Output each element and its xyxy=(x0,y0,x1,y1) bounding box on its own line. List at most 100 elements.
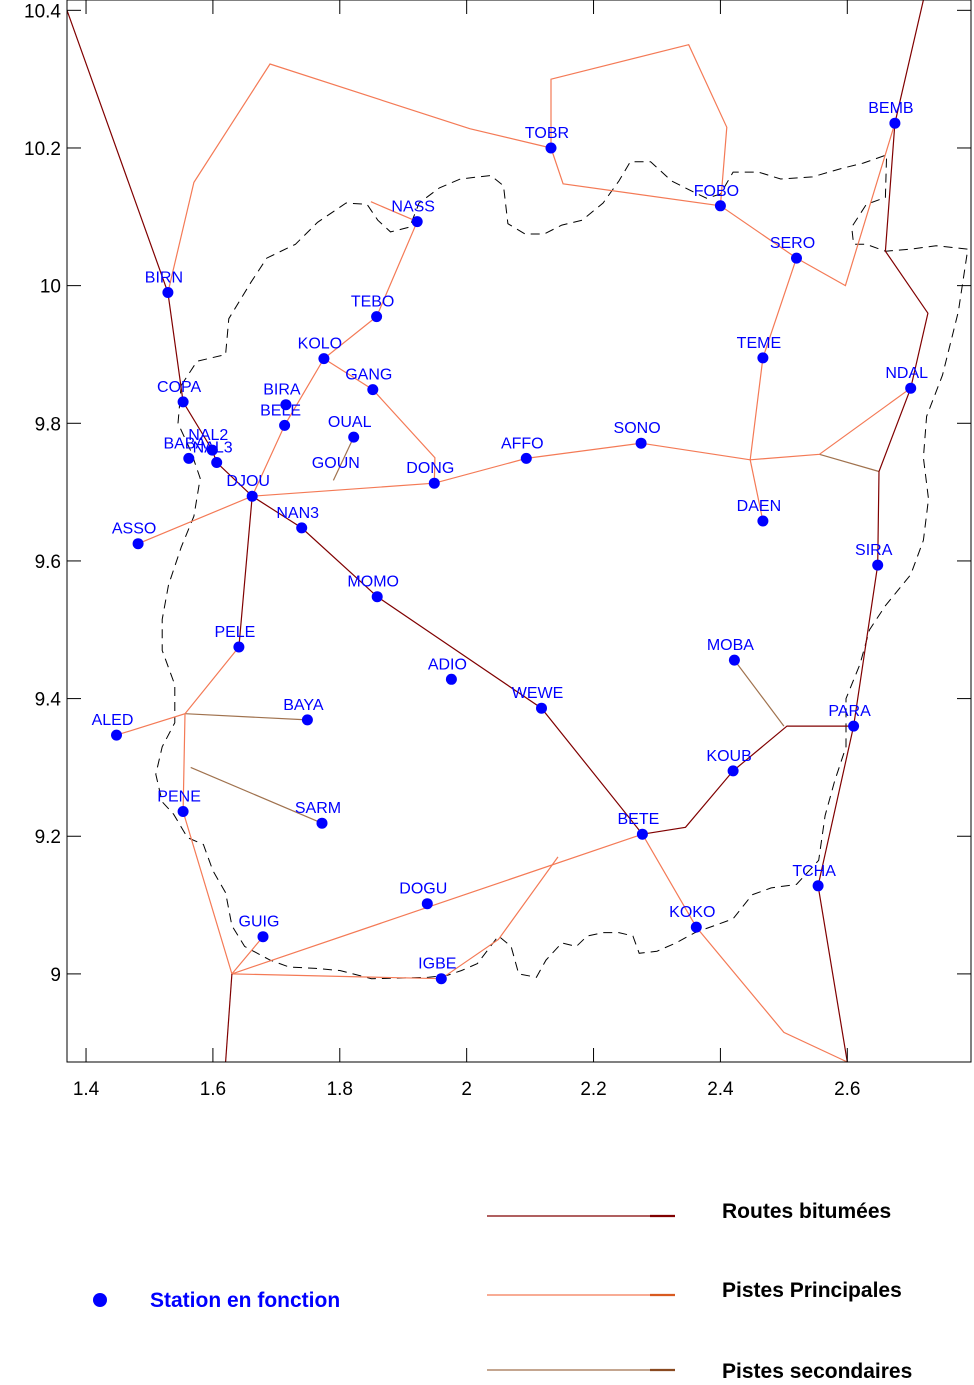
piste-principale-line xyxy=(641,833,848,1063)
station-label: GUIG xyxy=(239,914,280,931)
legend: Station en fonction Routes bitumées Pist… xyxy=(93,1200,912,1383)
station-marker xyxy=(872,559,884,571)
legend-pistes-secondaires-label: Pistes secondaires xyxy=(722,1360,912,1383)
station-markers: BEMB TOBR FOBO NASS SERO BIRN TEBO KOLO TEME BIRA… xyxy=(92,100,928,985)
route-bitumee-line xyxy=(225,973,233,1063)
piste-principale-line xyxy=(167,63,552,293)
station-marker xyxy=(296,522,308,534)
station-marker xyxy=(371,311,383,323)
station-label: GANG xyxy=(345,367,392,384)
station-marker xyxy=(636,828,648,840)
station-marker xyxy=(111,729,122,741)
piste-secondaire-line xyxy=(184,713,308,721)
station-label: ASSO xyxy=(112,521,156,538)
y-tick-label: 9.4 xyxy=(35,690,62,711)
station-marker xyxy=(367,384,379,396)
piste-principale-line xyxy=(116,646,240,736)
map-frame xyxy=(66,0,972,1063)
station-label: DAEN xyxy=(737,498,781,515)
station-marker xyxy=(206,444,218,456)
station-marker xyxy=(421,898,433,910)
study-area-boundary xyxy=(155,154,969,980)
piste-principale-line xyxy=(182,713,264,976)
piste-principale-line xyxy=(796,123,896,287)
station-marker xyxy=(233,641,245,653)
station-label: MOBA xyxy=(707,637,754,654)
station-marker xyxy=(301,714,313,726)
station-label: SARM xyxy=(295,800,341,817)
station-label: DONG xyxy=(406,460,454,477)
station-marker xyxy=(757,515,769,527)
y-tick-label: 9.8 xyxy=(35,414,61,435)
station-label: BELE xyxy=(260,402,301,419)
station-label: COPA xyxy=(157,379,201,396)
station-marker xyxy=(183,452,195,464)
station-marker xyxy=(316,817,328,829)
x-tick-label: 2.2 xyxy=(580,1079,606,1100)
x-tick-label: 1.4 xyxy=(73,1079,100,1100)
station-marker xyxy=(690,921,702,933)
y-tick-label: 9.2 xyxy=(35,827,61,848)
station-marker xyxy=(545,142,557,154)
piste-principale-line xyxy=(749,257,798,522)
station-marker xyxy=(536,702,547,714)
station-label: NDAL xyxy=(885,365,928,382)
station-marker xyxy=(211,457,223,468)
station-label: WEWE xyxy=(512,685,564,702)
axis-ticks: 1.4 1.6 1.8 2 2.2 2.4 2.6 9 9.2 9.4 9.6 9.8 10 10.2 10… xyxy=(24,0,971,1100)
station-marker xyxy=(318,353,330,365)
piste-secondaire-line xyxy=(190,766,323,824)
station-marker xyxy=(428,477,440,489)
route-bitumee-line xyxy=(642,725,854,835)
piste-secondaire-line xyxy=(733,659,785,727)
y-tick-label: 10.4 xyxy=(24,1,61,22)
y-tick-label: 9 xyxy=(50,965,61,986)
station-marker xyxy=(348,431,360,443)
station-label: PARA xyxy=(828,703,871,720)
station-marker xyxy=(728,654,740,666)
piste-principale-line xyxy=(550,43,728,206)
station-marker xyxy=(635,437,647,449)
station-marker xyxy=(246,490,258,502)
piste-secondaire-line xyxy=(332,436,355,481)
station-label: DJOU xyxy=(226,473,270,490)
station-label: KOUB xyxy=(706,748,751,765)
y-tick-label: 9.6 xyxy=(35,552,61,573)
station-label: NAL2 xyxy=(188,427,228,444)
station-label: BEMB xyxy=(868,100,913,117)
x-tick-label: 2.6 xyxy=(834,1079,860,1100)
station-label: PENE xyxy=(157,789,201,806)
station-marker xyxy=(905,382,917,394)
station-label: SERO xyxy=(770,235,815,252)
station-marker xyxy=(848,720,860,732)
station-label: NAN3 xyxy=(276,505,319,522)
station-marker xyxy=(445,673,457,685)
legend-routes-bitumees-label: Routes bitumées xyxy=(722,1200,891,1223)
piste-principale-line xyxy=(550,147,797,259)
legend-station-dot xyxy=(93,1293,107,1307)
station-label: IGBE xyxy=(418,956,456,973)
station-marker xyxy=(177,806,189,817)
station-marker xyxy=(889,117,901,129)
station-label: DOGU xyxy=(399,881,447,898)
station-label: NAL3 xyxy=(193,440,233,457)
y-tick-label: 10.2 xyxy=(24,139,61,160)
station-marker xyxy=(162,287,174,298)
station-label: AFFO xyxy=(501,435,544,452)
station-label: PELE xyxy=(214,624,255,641)
station-label: NASS xyxy=(391,199,435,216)
station-marker xyxy=(520,452,532,464)
piste-principale-line xyxy=(323,358,436,484)
station-label: TCHA xyxy=(792,863,836,880)
road-network xyxy=(66,0,929,1063)
x-tick-label: 2 xyxy=(461,1079,472,1100)
station-marker xyxy=(280,399,292,411)
station-label: SONO xyxy=(614,420,661,437)
x-tick-label: 1.6 xyxy=(200,1079,226,1100)
station-label: KOKO xyxy=(669,904,715,921)
station-marker xyxy=(411,216,423,228)
route-bitumee-line xyxy=(817,0,929,1063)
station-label: BIRA xyxy=(263,382,301,399)
station-marker xyxy=(279,419,291,431)
